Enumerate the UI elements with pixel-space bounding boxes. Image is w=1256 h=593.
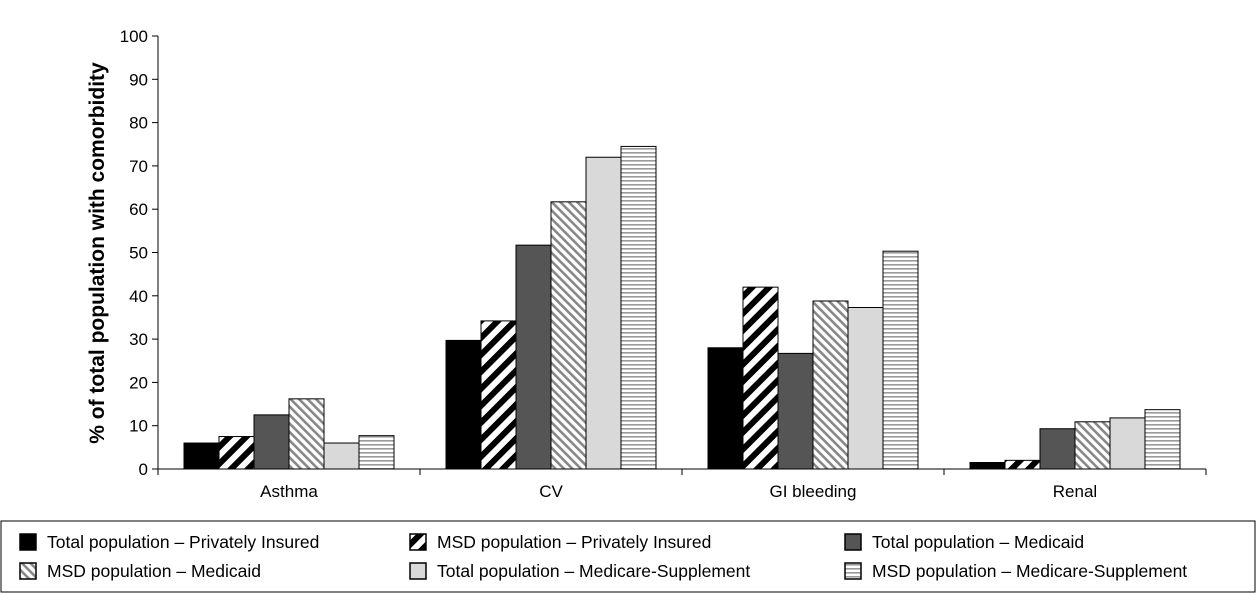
legend: Total population – Privately Insured MSD …	[0, 520, 1256, 593]
y-tick-label: 80	[129, 114, 148, 133]
bar	[323, 442, 360, 470]
y-tick-label: 100	[120, 27, 148, 46]
bar	[1144, 409, 1181, 470]
x-tick-label: Renal	[1053, 482, 1097, 501]
legend-entry: MSD population – Privately Insured	[437, 532, 711, 552]
bar	[847, 306, 884, 470]
bar	[1074, 421, 1111, 470]
y-tick-label: 10	[129, 417, 148, 436]
bar	[620, 145, 657, 470]
legend-swatch	[19, 562, 37, 580]
legend-entry: Total population – Medicare-Supplement	[437, 561, 750, 581]
y-tick-label: 50	[129, 244, 148, 263]
bar	[707, 347, 744, 470]
x-tick-label: CV	[539, 482, 563, 501]
x-tick-label: Asthma	[260, 482, 318, 501]
y-tick-label: 0	[139, 460, 148, 479]
bar	[969, 462, 1006, 470]
y-tick-label: 70	[129, 157, 148, 176]
bar	[480, 320, 517, 470]
bar	[1004, 459, 1041, 470]
legend-swatch	[19, 533, 37, 551]
bar	[445, 339, 482, 470]
y-tick-label: 30	[129, 330, 148, 349]
bar	[1039, 428, 1076, 470]
y-tick-label: 20	[129, 373, 148, 392]
legend-swatch	[844, 533, 862, 551]
legend-entry: Total population – Medicaid	[872, 532, 1084, 552]
bar	[183, 442, 220, 470]
y-tick-label: 60	[129, 200, 148, 219]
x-axis: Asthma CV GI bleeding Renal	[260, 482, 1097, 501]
legend-entry: Total population – Privately Insured	[47, 532, 319, 552]
bar	[777, 352, 814, 470]
bar	[358, 435, 395, 470]
bar	[253, 414, 290, 470]
bar	[812, 300, 849, 470]
bar	[742, 286, 779, 470]
y-tick-label: 90	[129, 70, 148, 89]
bar	[882, 250, 919, 470]
y-axis: 0 10 20 30 40 50 60 70 80 90 100	[120, 27, 158, 479]
bar	[218, 436, 255, 470]
legend-swatch	[409, 533, 427, 551]
bar	[288, 398, 325, 470]
bar	[515, 244, 552, 470]
legend-swatch	[409, 562, 427, 580]
y-tick-label: 40	[129, 287, 148, 306]
legend-swatch	[844, 562, 862, 580]
legend-entry: MSD population – Medicaid	[47, 561, 261, 581]
y-axis-title: % of total population with comorbidity	[86, 62, 109, 444]
axes	[157, 36, 1207, 475]
bar	[1109, 417, 1146, 470]
legend-frame	[0, 520, 1256, 593]
bars	[183, 145, 1181, 470]
bar	[550, 201, 587, 470]
x-tick-label: GI bleeding	[770, 482, 857, 501]
bar	[585, 156, 622, 470]
legend-entry: MSD population – Medicare-Supplement	[872, 561, 1187, 581]
